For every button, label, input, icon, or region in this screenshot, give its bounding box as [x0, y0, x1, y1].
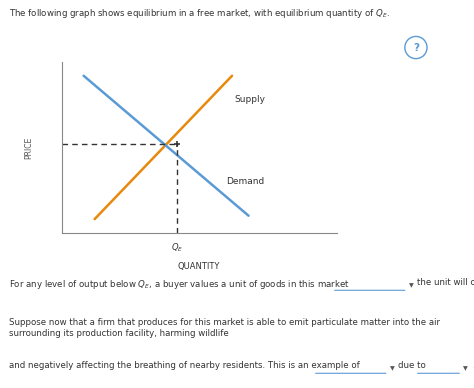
Text: and negatively affecting the breathing of nearby residents. This is an example o: and negatively affecting the breathing o… [9, 361, 360, 370]
Text: $Q_E$: $Q_E$ [171, 241, 183, 254]
Text: .: . [472, 361, 474, 370]
Text: Demand: Demand [227, 177, 265, 186]
Text: the unit will cost a seller.: the unit will cost a seller. [417, 278, 474, 287]
Text: Suppose now that a firm that produces for this market is able to emit particulat: Suppose now that a firm that produces fo… [9, 319, 440, 338]
Text: ▼: ▼ [409, 284, 413, 289]
Text: ▼: ▼ [390, 367, 394, 372]
Text: Supply: Supply [235, 95, 266, 104]
Text: For any level of output below $Q_E$, a buyer values a unit of goods in this mark: For any level of output below $Q_E$, a b… [9, 278, 350, 291]
Text: QUANTITY: QUANTITY [178, 262, 220, 271]
Text: ▼: ▼ [463, 367, 468, 372]
Text: due to: due to [398, 361, 426, 370]
Text: PRICE: PRICE [24, 136, 33, 159]
Text: ?: ? [413, 43, 419, 52]
Text: The following graph shows equilibrium in a free market, with equilibrium quantit: The following graph shows equilibrium in… [9, 7, 391, 20]
